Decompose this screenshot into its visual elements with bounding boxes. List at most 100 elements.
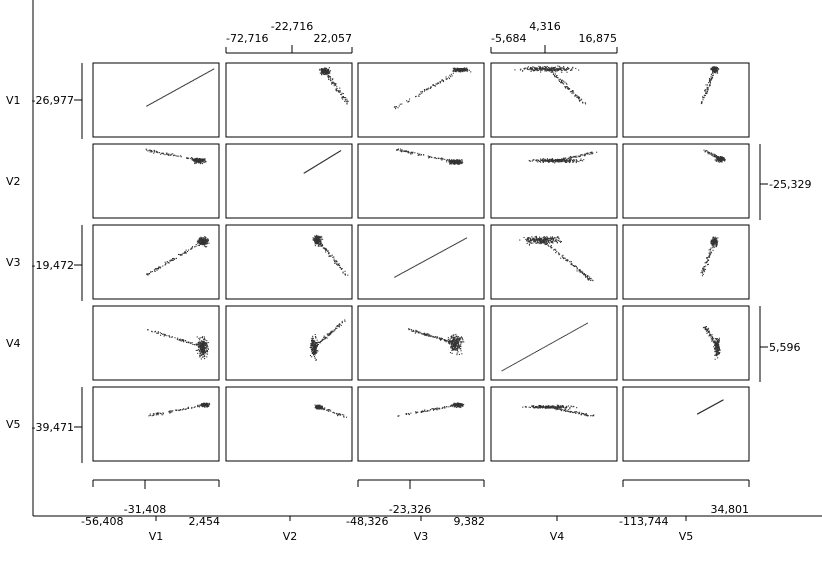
- data-point: [718, 352, 720, 354]
- data-point: [708, 259, 710, 261]
- data-point: [318, 237, 320, 239]
- data-point: [458, 344, 460, 346]
- data-point: [461, 160, 463, 162]
- data-point: [162, 265, 164, 267]
- data-point: [714, 239, 716, 241]
- data-point: [157, 413, 159, 415]
- data-point: [319, 236, 321, 238]
- data-point: [535, 236, 537, 238]
- data-point: [200, 238, 202, 240]
- data-point: [453, 244, 455, 246]
- data-point: [347, 274, 349, 276]
- data-point: [194, 246, 196, 248]
- data-point: [329, 332, 331, 334]
- data-point: [714, 68, 716, 70]
- data-point: [563, 83, 565, 85]
- data-point: [328, 67, 330, 69]
- data-point: [197, 242, 199, 244]
- data-point: [205, 347, 207, 349]
- data-point: [393, 106, 395, 108]
- data-point: [533, 241, 535, 243]
- data-point: [410, 153, 412, 155]
- data-point: [313, 345, 315, 347]
- data-point: [724, 159, 726, 161]
- data-point: [582, 273, 584, 275]
- data-point: [565, 87, 567, 89]
- data-point: [583, 273, 585, 275]
- data-point: [713, 66, 715, 68]
- data-point: [451, 349, 453, 351]
- data-point: [454, 343, 456, 345]
- data-point: [428, 258, 430, 260]
- data-point: [707, 151, 709, 153]
- data-point: [718, 161, 720, 163]
- data-point: [560, 161, 562, 163]
- data-point: [165, 94, 167, 96]
- data-point: [544, 68, 546, 70]
- data-point: [713, 156, 715, 158]
- data-point: [325, 251, 327, 253]
- data-point: [166, 261, 168, 263]
- data-point: [201, 404, 203, 406]
- data-point: [559, 158, 561, 160]
- data-point: [414, 152, 416, 154]
- data-point: [181, 86, 183, 87]
- data-point: [572, 159, 574, 161]
- data-point: [200, 162, 202, 164]
- data-point: [539, 239, 541, 241]
- data-point: [542, 242, 544, 244]
- data-point: [153, 101, 154, 103]
- data-point: [203, 161, 205, 163]
- data-point: [550, 241, 552, 243]
- data-point: [448, 76, 450, 78]
- data-point: [544, 237, 546, 239]
- data-point: [570, 158, 572, 160]
- data-point: [555, 249, 557, 251]
- data-point: [324, 70, 326, 72]
- data-point: [151, 330, 153, 332]
- data-point: [196, 344, 198, 346]
- data-point: [315, 359, 317, 361]
- data-point: [327, 70, 329, 72]
- data-point: [420, 262, 421, 264]
- data-point: [548, 69, 550, 71]
- data-point: [550, 245, 552, 247]
- data-point: [439, 81, 441, 83]
- data-point: [309, 355, 311, 357]
- data-point: [710, 153, 712, 155]
- data-point: [200, 342, 202, 344]
- data-point: [419, 263, 421, 264]
- data-point: [454, 338, 456, 340]
- data-point: [207, 347, 209, 349]
- data-point: [205, 404, 207, 406]
- data-point: [199, 238, 201, 240]
- data-point: [344, 97, 346, 99]
- data-point: [544, 244, 546, 246]
- data-point: [546, 70, 548, 72]
- data-point: [572, 330, 574, 332]
- data-point: [553, 237, 555, 239]
- data-point: [457, 339, 459, 341]
- data-point: [545, 240, 547, 242]
- data-point: [718, 158, 720, 160]
- data-point: [174, 409, 176, 411]
- data-point: [580, 159, 582, 161]
- data-point: [337, 90, 339, 92]
- data-point: [547, 160, 549, 162]
- data-point: [150, 103, 152, 105]
- data-point: [539, 348, 541, 350]
- data-point: [330, 255, 332, 257]
- data-point: [541, 69, 543, 71]
- data-point: [458, 69, 460, 71]
- data-point: [720, 160, 722, 162]
- data-point: [315, 241, 317, 243]
- data-point: [587, 278, 589, 280]
- data-point: [206, 346, 208, 348]
- data-point: [197, 240, 199, 242]
- data-point: [320, 69, 322, 71]
- data-point: [198, 244, 200, 246]
- data-point: [459, 163, 461, 165]
- data-point: [312, 335, 314, 337]
- data-point: [430, 87, 432, 89]
- data-point: [318, 238, 320, 240]
